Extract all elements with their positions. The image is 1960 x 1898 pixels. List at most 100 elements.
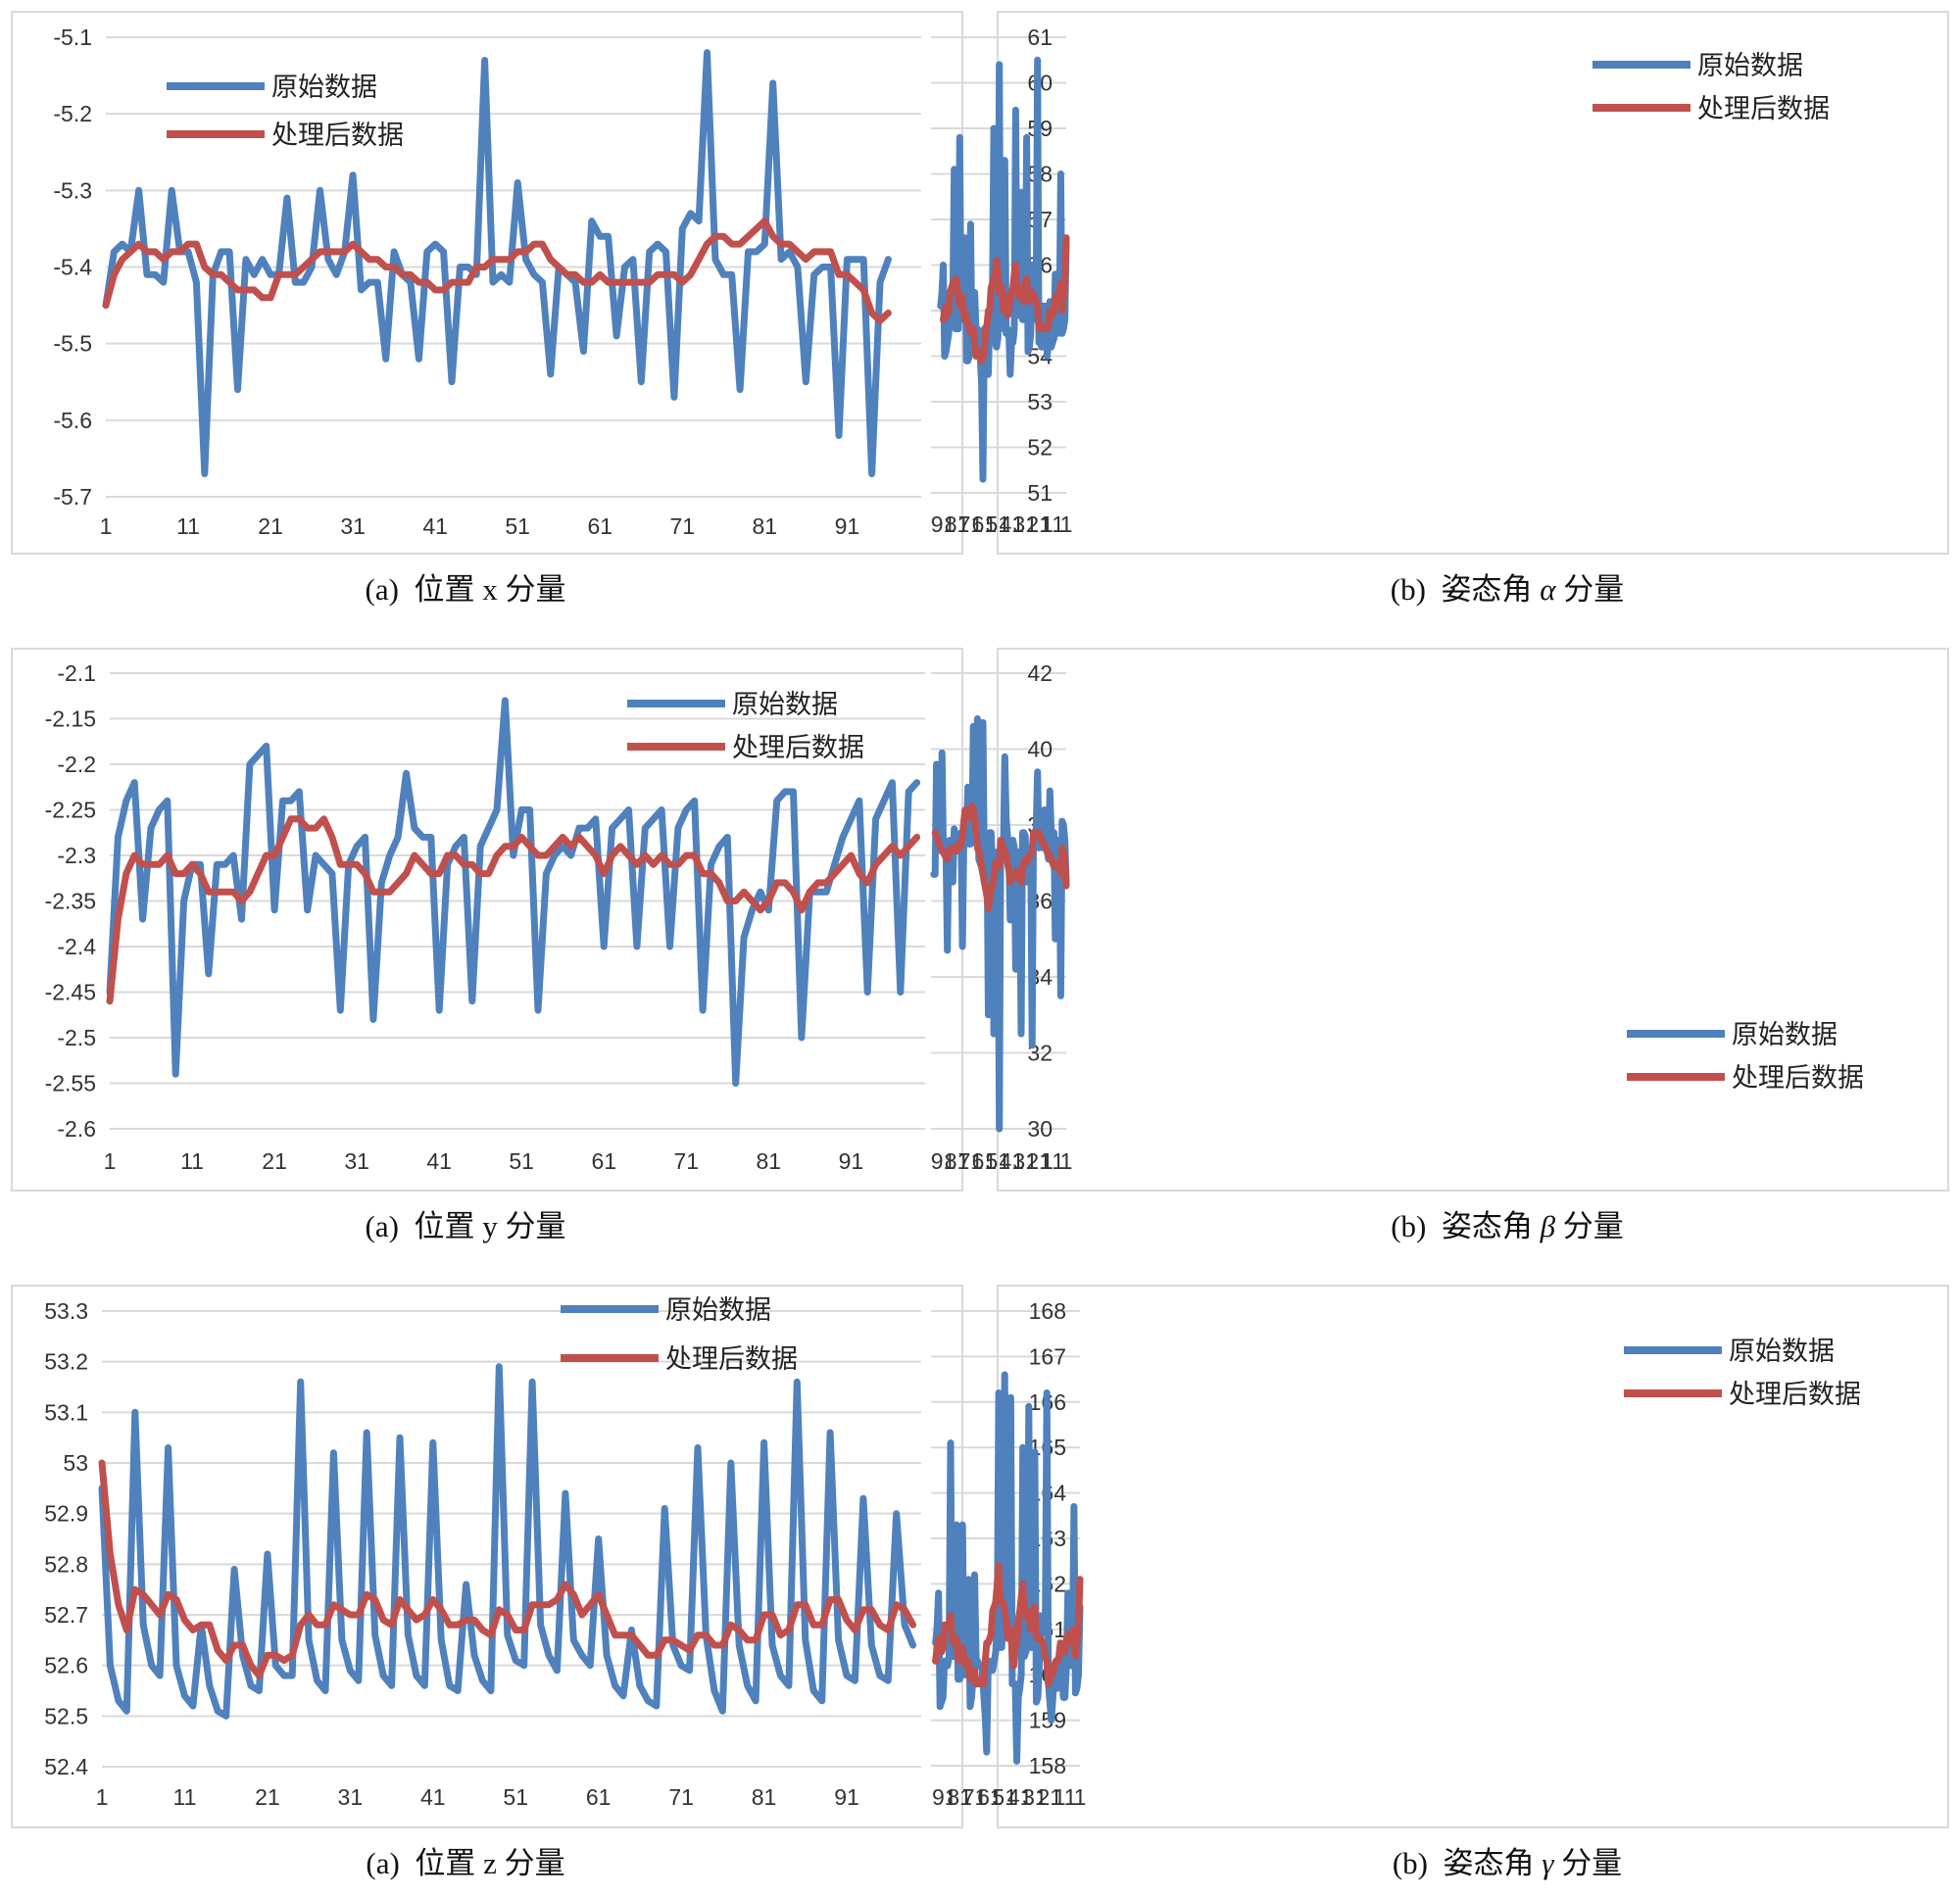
chart-panel-y: -2.1 -2.15 -2.2 -2.25 -2.3 -2.35 -2.4 -2.45 -2.5… bbox=[11, 648, 963, 1243]
caption-space bbox=[1555, 1209, 1563, 1243]
x-tick-label: 61 bbox=[586, 1784, 612, 1810]
x-tick-label: 41 bbox=[999, 1148, 1024, 1174]
caption-space bbox=[497, 1846, 505, 1880]
x-tick-label: 91 bbox=[834, 1784, 859, 1810]
legend-label-processed: 处理后数据 bbox=[732, 733, 864, 763]
x-tick-label: 31 bbox=[340, 513, 366, 539]
x-tick-label: 1 bbox=[1074, 1784, 1087, 1810]
y-tick-label: -5.7 bbox=[53, 484, 92, 510]
y-tick-label: -5.5 bbox=[53, 331, 92, 357]
x-tick-label: 21 bbox=[1037, 1784, 1062, 1810]
y-tick-label: 53.1 bbox=[44, 1399, 88, 1425]
y-tick-label: 52.6 bbox=[44, 1653, 88, 1679]
caption-suffix: 分量 bbox=[1561, 1846, 1622, 1880]
y-tick-label: 52 bbox=[1027, 435, 1053, 461]
caption-space bbox=[1532, 572, 1540, 607]
series-processed-line bbox=[106, 815, 921, 1005]
x-tick-label: 11 bbox=[1041, 511, 1064, 537]
x-tick-label: 81 bbox=[752, 1784, 777, 1810]
y-tick-label: -2.5 bbox=[57, 1025, 96, 1050]
x-tick-label: 1 bbox=[1060, 1148, 1073, 1174]
caption-symbol: γ bbox=[1542, 1846, 1554, 1880]
x-tick-label: 71 bbox=[673, 1148, 699, 1174]
x-tick-label: 51 bbox=[986, 511, 1011, 537]
y-tick-label: -2.55 bbox=[45, 1071, 96, 1096]
y-tick-label: -5.1 bbox=[53, 24, 92, 50]
x-tick-label: 21 bbox=[262, 1148, 287, 1174]
x-tick-label: 11 bbox=[176, 513, 200, 539]
x-tick-label: 1 bbox=[100, 513, 113, 539]
y-tick-label: -5.4 bbox=[53, 255, 92, 280]
y-tick-label: 168 bbox=[1029, 1298, 1066, 1324]
caption-space bbox=[1428, 1846, 1444, 1880]
x-tick-label: 61 bbox=[977, 1784, 1003, 1810]
caption-symbol: β bbox=[1540, 1209, 1556, 1243]
chart-frame bbox=[11, 1285, 963, 1828]
x-tick-label: 71 bbox=[669, 513, 695, 539]
y-tick-label: -2.45 bbox=[45, 980, 96, 1005]
legend-label-processed: 处理后数据 bbox=[271, 121, 404, 151]
panel-caption: (b) 姿态角 γ 分量 bbox=[1393, 1846, 1622, 1880]
x-tick-label: 21 bbox=[1026, 1148, 1052, 1174]
caption-space bbox=[474, 572, 482, 607]
caption-name: 姿态角 bbox=[1443, 1846, 1534, 1880]
caption-symbol: α bbox=[1540, 572, 1556, 607]
caption-name: 位置 bbox=[414, 572, 474, 607]
series-raw-line bbox=[102, 49, 892, 477]
caption-symbol: y bbox=[482, 1209, 498, 1243]
y-tick-label: 52.4 bbox=[44, 1754, 88, 1779]
x-tick-label: 21 bbox=[258, 513, 283, 539]
series-processed-line bbox=[102, 218, 892, 324]
caption-space bbox=[399, 1209, 415, 1243]
x-tick-label: 91 bbox=[835, 513, 860, 539]
y-tick-label: -2.6 bbox=[57, 1116, 96, 1142]
x-tick-label: 31 bbox=[1012, 1148, 1038, 1174]
x-tick-label: 91 bbox=[932, 1784, 957, 1810]
caption-suffix: 分量 bbox=[505, 1209, 565, 1243]
x-tick-label: 91 bbox=[839, 1148, 864, 1174]
x-tick-label: 81 bbox=[945, 511, 970, 537]
caption-suffix: 分量 bbox=[1563, 572, 1624, 607]
x-tick-label: 81 bbox=[757, 1148, 782, 1174]
y-tick-label: -2.1 bbox=[57, 660, 96, 686]
x-tick-label: 41 bbox=[1007, 1784, 1033, 1810]
y-tick-label: 53 bbox=[1027, 389, 1053, 414]
x-tick-label: 1 bbox=[96, 1784, 109, 1810]
x-tick-label: 11 bbox=[1041, 1148, 1064, 1174]
legend-label-raw: 原始数据 bbox=[1697, 51, 1803, 81]
chart-frame bbox=[997, 1285, 1949, 1828]
y-tick-label: -2.2 bbox=[57, 752, 96, 777]
x-tick-label: 31 bbox=[1012, 511, 1038, 537]
y-tick-label: -5.3 bbox=[53, 177, 92, 203]
x-tick-label: 31 bbox=[344, 1148, 369, 1174]
y-tick-label: 61 bbox=[1027, 24, 1053, 50]
y-tick-label: 53.2 bbox=[44, 1349, 88, 1375]
x-tick-label: 41 bbox=[422, 513, 448, 539]
caption-space bbox=[475, 1846, 483, 1880]
legend-label-processed: 处理后数据 bbox=[1697, 94, 1830, 124]
caption-name: 位置 bbox=[415, 1846, 475, 1880]
caption-name: 位置 bbox=[414, 1209, 474, 1243]
x-tick-label: 41 bbox=[420, 1784, 446, 1810]
legend-label-raw: 原始数据 bbox=[1729, 1337, 1835, 1367]
x-tick-label: 51 bbox=[992, 1784, 1017, 1810]
legend-label-raw: 原始数据 bbox=[732, 690, 838, 720]
series-processed-line bbox=[932, 1562, 1084, 1687]
series-processed-line bbox=[98, 1459, 917, 1679]
chart-panel-x: -5.1-5.2-5.3-5.4-5.5-5.6-5.71 11 21 31 41 51 6… bbox=[11, 11, 963, 607]
y-tick-label: 53.3 bbox=[44, 1298, 88, 1324]
caption-prefix: (a) bbox=[366, 1846, 399, 1880]
legend-label-processed: 处理后数据 bbox=[1729, 1380, 1861, 1410]
panel-caption: (a) 位置 y 分量 bbox=[366, 1209, 566, 1243]
y-tick-label: 52.8 bbox=[44, 1551, 88, 1577]
x-tick-label: 81 bbox=[753, 513, 778, 539]
legend-label-processed: 处理后数据 bbox=[1732, 1063, 1864, 1094]
caption-space bbox=[1426, 1209, 1442, 1243]
caption-prefix: (b) bbox=[1393, 1846, 1428, 1880]
x-tick-label: 91 bbox=[931, 511, 956, 537]
chart-panel-alpha: 6160595857565554535251111213141516171819… bbox=[931, 11, 1949, 607]
y-tick-label: -2.35 bbox=[45, 889, 96, 914]
